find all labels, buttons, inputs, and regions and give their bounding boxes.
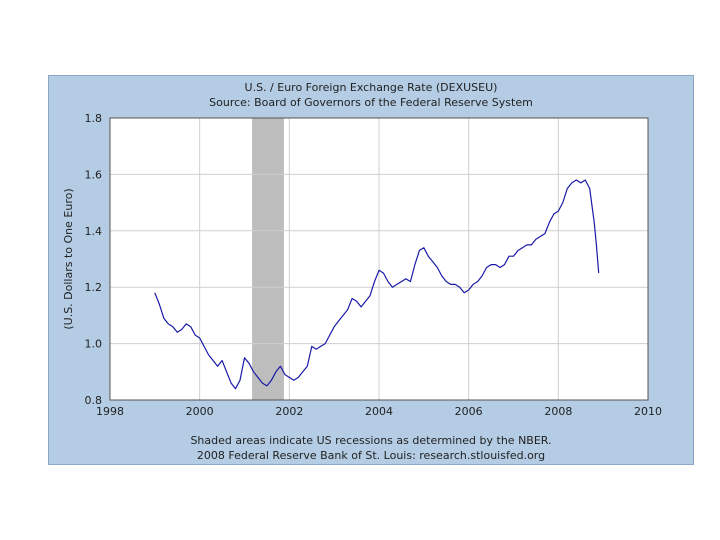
x-tick-label: 2004 [365, 405, 393, 418]
y-tick-label: 1.8 [85, 112, 103, 125]
y-tick-label: 1.0 [85, 338, 103, 351]
x-tick-label: 1998 [96, 405, 124, 418]
x-tick-label: 2010 [634, 405, 662, 418]
y-tick-label: 1.6 [85, 168, 103, 181]
x-tick-label: 2002 [275, 405, 303, 418]
y-axis-label: (U.S. Dollars to One Euro) [62, 188, 75, 329]
y-tick-label: 1.2 [85, 281, 103, 294]
source-credit: 2008 Federal Reserve Bank of St. Louis: … [196, 449, 546, 462]
y-tick-label: 0.8 [85, 394, 103, 407]
chart-subtitle: Source: Board of Governors of the Federa… [209, 96, 533, 109]
x-tick-label: 2000 [186, 405, 214, 418]
recession-note: Shaded areas indicate US recessions as d… [190, 434, 552, 447]
series-line [154, 179, 600, 390]
plot-border [109, 117, 649, 401]
recession-band [252, 118, 284, 400]
x-tick-label: 2006 [455, 405, 483, 418]
y-tick-label: 1.4 [85, 225, 103, 238]
chart-title: U.S. / Euro Foreign Exchange Rate (DEXUS… [244, 81, 498, 94]
x-tick-label: 2008 [544, 405, 572, 418]
